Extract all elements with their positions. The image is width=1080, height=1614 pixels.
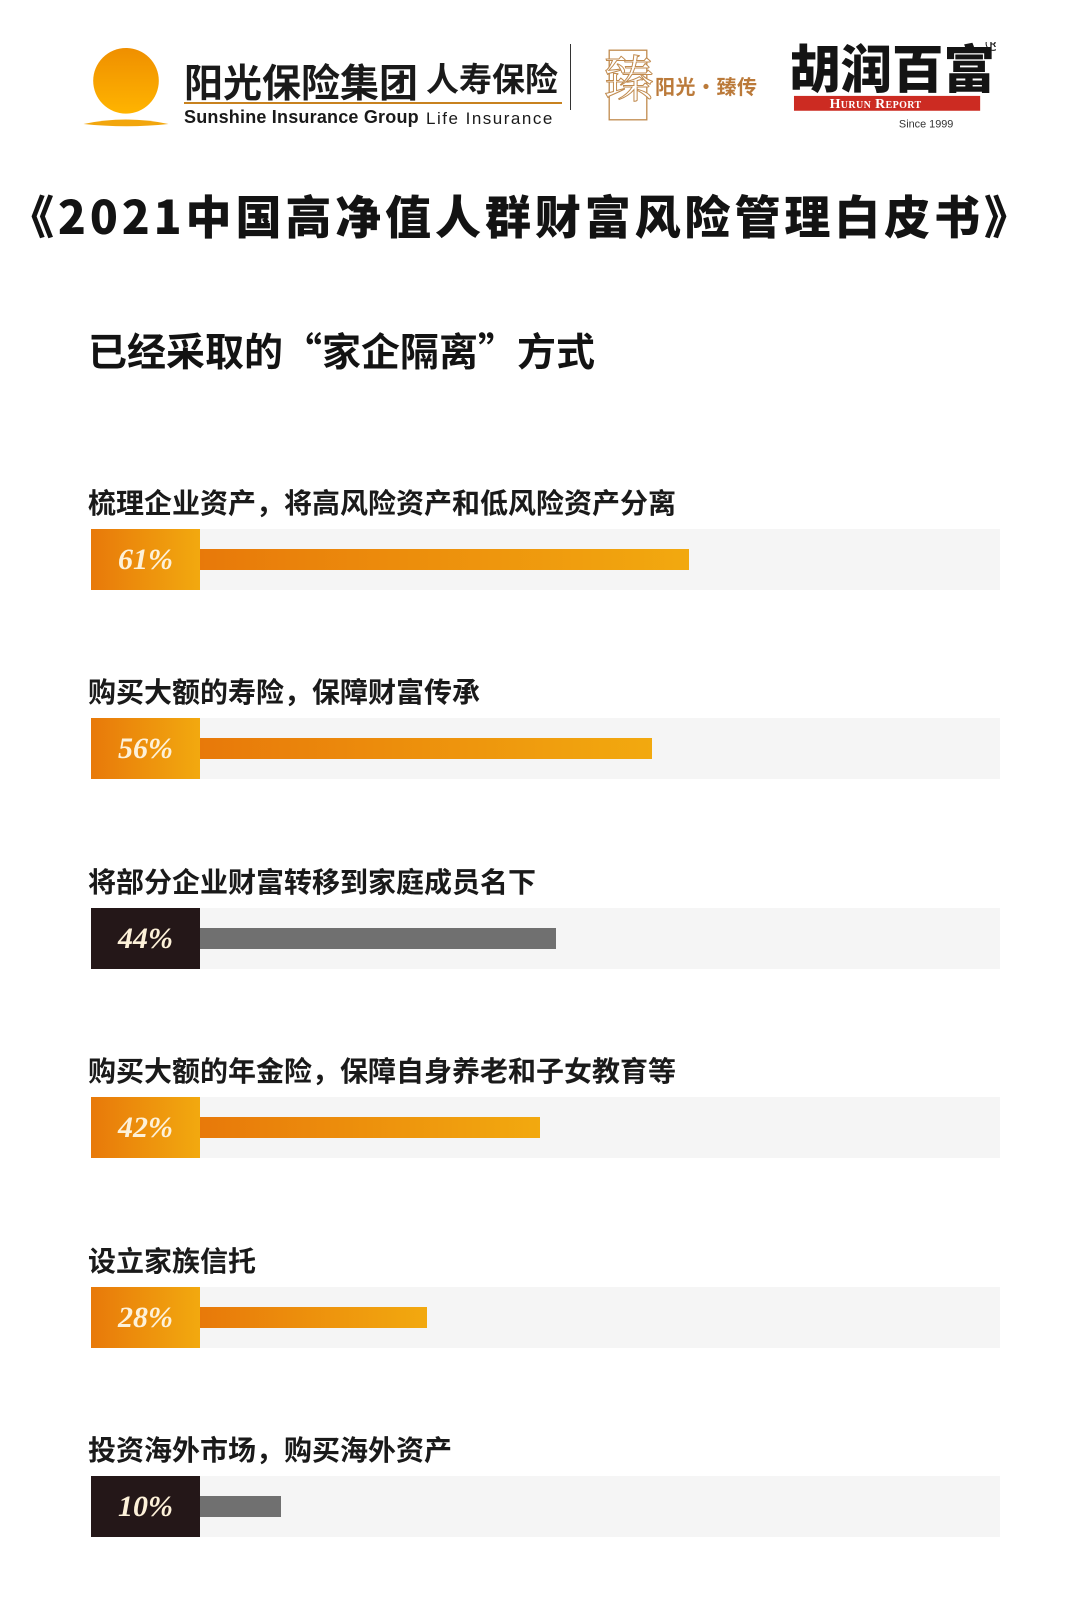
svg-text:Since 1999: Since 1999 — [899, 119, 953, 130]
svg-text:R: R — [990, 42, 996, 49]
svg-text:Hurun Report: Hurun Report — [830, 96, 922, 111]
svg-text:胡润百富: 胡润百富 — [792, 42, 995, 103]
